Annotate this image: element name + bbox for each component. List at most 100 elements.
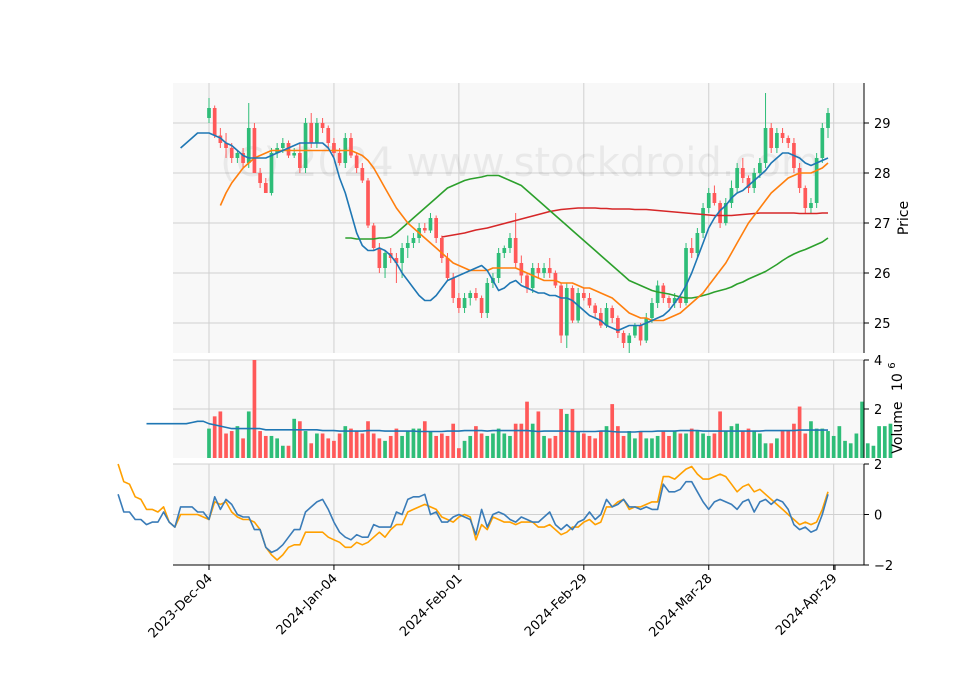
candle-body bbox=[332, 143, 336, 153]
ma-green-line bbox=[345, 174, 829, 299]
candle-body bbox=[246, 128, 251, 163]
y-tick-label: 2 bbox=[874, 458, 882, 473]
volume-bar bbox=[729, 426, 734, 458]
volume-bar bbox=[723, 431, 728, 458]
volume-bar bbox=[428, 431, 433, 458]
candle-body bbox=[428, 218, 433, 231]
candle-body bbox=[633, 325, 637, 336]
volume-bar bbox=[218, 411, 223, 458]
volume-bar bbox=[229, 431, 234, 458]
candle-body bbox=[212, 108, 217, 136]
volume-bar bbox=[320, 433, 325, 458]
volume-bar bbox=[752, 431, 757, 458]
volume-bar bbox=[479, 433, 484, 458]
candle-body bbox=[394, 258, 399, 263]
volume-bar bbox=[581, 433, 586, 458]
candle-body bbox=[763, 128, 768, 163]
candle-body bbox=[224, 143, 228, 148]
volume-bar bbox=[383, 440, 387, 458]
volume-bar bbox=[775, 438, 779, 458]
volume-bar bbox=[309, 443, 314, 458]
candle-body bbox=[547, 268, 552, 273]
volume-bar bbox=[349, 428, 353, 458]
volume-bar bbox=[718, 411, 722, 458]
volume-bar bbox=[530, 423, 535, 458]
volume-bar bbox=[212, 416, 217, 458]
candle-body bbox=[235, 153, 240, 158]
volume-bar bbox=[689, 428, 694, 458]
volume-bar bbox=[542, 435, 546, 458]
volume-bar bbox=[280, 445, 285, 458]
volume-bar bbox=[508, 435, 512, 458]
candle-body bbox=[525, 275, 529, 288]
volume-average-line bbox=[146, 420, 828, 433]
candle-body bbox=[610, 308, 615, 318]
volume-bar bbox=[820, 428, 825, 458]
volume-bar bbox=[468, 435, 473, 458]
y-tick-label: 0 bbox=[874, 509, 882, 524]
volume-bar bbox=[394, 428, 399, 458]
candle-body bbox=[269, 153, 274, 193]
candle-body bbox=[309, 123, 314, 143]
candle-body bbox=[797, 168, 802, 188]
volume-bar bbox=[860, 401, 864, 458]
volume-bar bbox=[354, 431, 359, 458]
candle-body bbox=[439, 238, 444, 258]
volume-bar bbox=[786, 431, 791, 458]
candle-body bbox=[587, 298, 592, 306]
volume-bar bbox=[502, 433, 507, 458]
volume-bar bbox=[655, 435, 660, 458]
volume-bar bbox=[843, 440, 847, 458]
volume-bar bbox=[417, 428, 421, 458]
candle-body bbox=[286, 143, 291, 156]
volume-bar bbox=[792, 423, 796, 458]
candle-body bbox=[241, 153, 245, 163]
volume-bar bbox=[564, 413, 569, 458]
candle-body bbox=[485, 283, 490, 313]
volume-bar bbox=[553, 435, 558, 458]
volume-bar bbox=[252, 360, 257, 458]
x-tick-label: 2023-Dec-04 bbox=[146, 571, 216, 641]
volume-bar bbox=[644, 438, 649, 458]
candle-body bbox=[320, 123, 325, 128]
candle-body bbox=[769, 128, 774, 148]
volume-bar bbox=[263, 435, 268, 458]
volume-bar bbox=[422, 421, 427, 458]
candle-body bbox=[207, 108, 211, 118]
volume-bar bbox=[758, 433, 762, 458]
volume-bar bbox=[275, 438, 279, 458]
volume-bar bbox=[377, 438, 382, 458]
candle-body bbox=[570, 288, 575, 321]
volume-bar bbox=[411, 428, 416, 458]
volume-bar bbox=[769, 443, 774, 458]
volume-bar bbox=[445, 435, 450, 458]
candle-body bbox=[809, 203, 813, 208]
candle-body bbox=[434, 218, 439, 238]
volume-bar bbox=[360, 433, 365, 458]
volume-bar bbox=[598, 431, 603, 458]
candle-body bbox=[536, 268, 541, 273]
candle-body bbox=[746, 178, 751, 188]
candle-body bbox=[218, 135, 223, 143]
candle-body bbox=[508, 238, 512, 248]
volume-bar bbox=[298, 421, 302, 458]
candle-body bbox=[474, 293, 478, 298]
candle-body bbox=[400, 248, 404, 263]
x-tick-label: 2024-Jan-04 bbox=[274, 571, 341, 638]
volume-bar bbox=[871, 445, 876, 458]
candle-body bbox=[814, 158, 819, 203]
volume-bar bbox=[837, 426, 842, 458]
volume-bar bbox=[587, 435, 592, 458]
price-panel-bg bbox=[173, 83, 864, 353]
volume-bar bbox=[292, 418, 297, 458]
candle-body bbox=[718, 203, 722, 223]
candle-body bbox=[252, 128, 257, 173]
candle-body bbox=[354, 155, 359, 168]
candle-body bbox=[672, 298, 677, 303]
candle-body bbox=[576, 293, 580, 321]
volume-bar bbox=[519, 423, 524, 458]
candle-body bbox=[462, 298, 467, 308]
volume-bar bbox=[826, 431, 830, 458]
candle-body bbox=[740, 168, 745, 178]
volume-bar bbox=[400, 435, 404, 458]
